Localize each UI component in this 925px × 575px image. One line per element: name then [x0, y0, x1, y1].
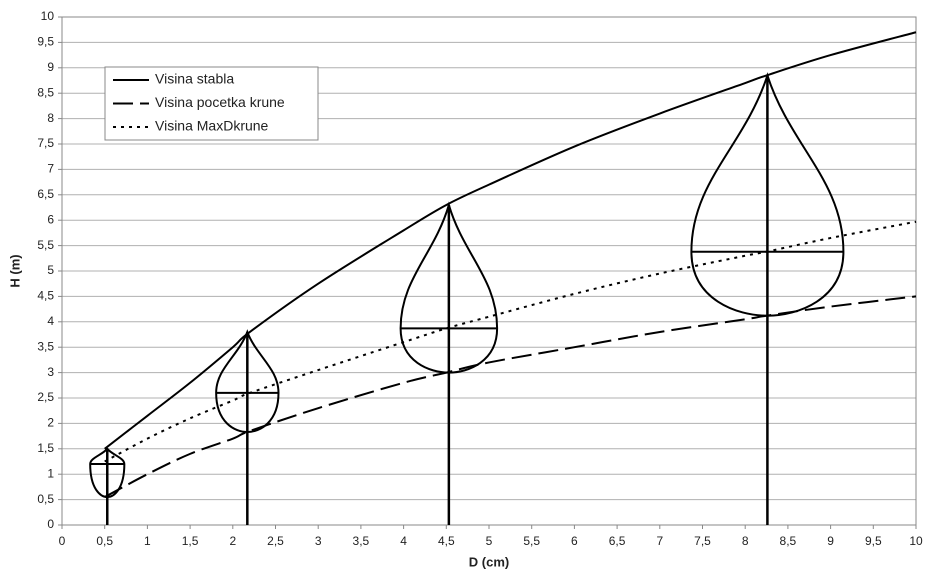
x-tick-label: 2: [229, 534, 236, 548]
x-tick-label: 0: [59, 534, 66, 548]
y-tick-label: 9,5: [37, 35, 54, 49]
y-tick-label: 4,5: [37, 289, 54, 303]
y-axis-title: H (m): [7, 254, 22, 287]
x-tick-label: 4: [400, 534, 407, 548]
y-tick-label: 4: [47, 314, 54, 328]
x-tick-label: 5: [486, 534, 493, 548]
y-tick-label: 9: [47, 60, 54, 74]
x-tick-label: 1,5: [182, 534, 199, 548]
series-line: [105, 222, 916, 462]
y-tick-label: 6,5: [37, 187, 54, 201]
y-tick-label: 3,5: [37, 339, 54, 353]
x-tick-label: 8: [742, 534, 749, 548]
y-tick-label: 2: [47, 416, 54, 430]
x-tick-label: 7: [656, 534, 663, 548]
y-tick-label: 8,5: [37, 85, 54, 99]
y-tick-label: 5: [47, 263, 54, 277]
y-tick-label: 0: [47, 517, 54, 531]
x-tick-label: 6,5: [609, 534, 626, 548]
y-tick-label: 7: [47, 162, 54, 176]
y-tick-label: 5,5: [37, 238, 54, 252]
y-tick-label: 0,5: [37, 492, 54, 506]
legend-label: Visina MaxDkrune: [155, 118, 269, 134]
y-tick-label: 1,5: [37, 441, 54, 455]
x-tick-label: 5,5: [523, 534, 540, 548]
y-tick-label: 10: [41, 9, 55, 23]
y-tick-label: 1: [47, 466, 54, 480]
x-tick-label: 8,5: [780, 534, 797, 548]
y-tick-label: 7,5: [37, 136, 54, 150]
series-line: [105, 296, 916, 497]
x-tick-label: 10: [909, 534, 923, 548]
x-tick-label: 3,5: [353, 534, 370, 548]
chart: D (cm) H (m) 0 0,5 1 1,5 2 2,5 3 3,5 4 4,5 5 5,5 6 6,…: [0, 0, 925, 575]
y-tick-label: 6: [47, 212, 54, 226]
x-tick-label: 0,5: [96, 534, 113, 548]
legend-label: Visina stabla: [155, 71, 234, 87]
x-tick-label: 6: [571, 534, 578, 548]
x-tick-label: 9: [827, 534, 834, 548]
x-tick-label: 7,5: [694, 534, 711, 548]
x-tick-label: 9,5: [865, 534, 882, 548]
x-tick-label: 2,5: [267, 534, 284, 548]
x-axis-title: D (cm): [469, 554, 509, 569]
x-tick-label: 3: [315, 534, 322, 548]
x-tick-label: 4,5: [438, 534, 455, 548]
x-tick-label: 1: [144, 534, 151, 548]
y-tick-label: 8: [47, 111, 54, 125]
y-tick-label: 3: [47, 365, 54, 379]
y-tick-label: 2,5: [37, 390, 54, 404]
legend-label: Visina pocetka krune: [155, 94, 285, 110]
